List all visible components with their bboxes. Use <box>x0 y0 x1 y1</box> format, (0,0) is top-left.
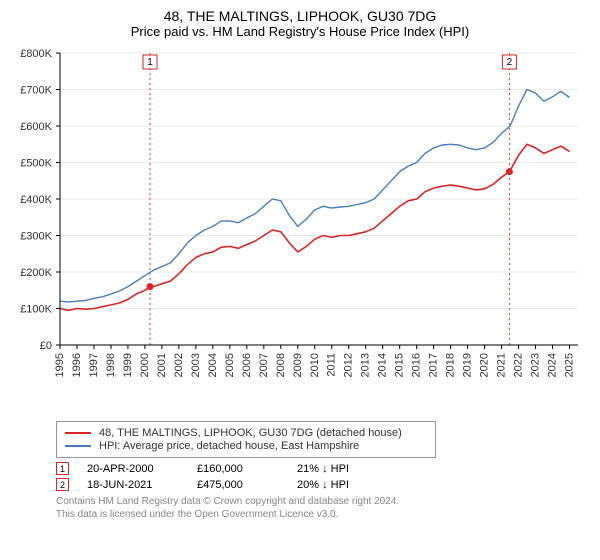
svg-text:1996: 1996 <box>71 353 83 377</box>
legend: 48, THE MALTINGS, LIPHOOK, GU30 7DG (det… <box>56 421 436 458</box>
svg-text:2019: 2019 <box>462 353 474 377</box>
page-title: 48, THE MALTINGS, LIPHOOK, GU30 7DG <box>12 8 588 24</box>
svg-text:2015: 2015 <box>394 353 406 377</box>
sale-delta: 21% ↓ HPI <box>297 463 407 475</box>
sale-marker: 1 <box>56 462 69 475</box>
sale-price: £475,000 <box>197 479 297 491</box>
svg-text:£600K: £600K <box>20 121 52 133</box>
legend-swatch <box>65 445 91 447</box>
svg-text:£800K: £800K <box>20 48 52 60</box>
sale-row: 1 20-APR-2000£160,00021% ↓ HPI <box>56 462 588 475</box>
svg-text:£0: £0 <box>40 340 52 352</box>
svg-text:2017: 2017 <box>428 353 440 377</box>
svg-text:2: 2 <box>507 57 513 68</box>
svg-text:2018: 2018 <box>445 353 457 377</box>
sale-date: 18-JUN-2021 <box>87 479 197 491</box>
svg-text:2007: 2007 <box>258 353 270 377</box>
sale-date: 20-APR-2000 <box>87 463 197 475</box>
svg-text:2013: 2013 <box>360 353 372 377</box>
svg-text:1: 1 <box>147 57 153 68</box>
svg-text:£400K: £400K <box>20 194 52 206</box>
chart: £0 £100K £200K £300K £400K £500K £600K £700K £80… <box>12 45 588 415</box>
legend-swatch <box>65 432 91 434</box>
svg-text:2003: 2003 <box>190 353 202 377</box>
svg-text:2009: 2009 <box>292 353 304 377</box>
svg-text:2025: 2025 <box>564 353 576 377</box>
svg-text:2005: 2005 <box>224 353 236 377</box>
svg-text:1999: 1999 <box>122 353 134 377</box>
svg-text:2010: 2010 <box>309 353 321 377</box>
svg-text:£200K: £200K <box>20 267 52 279</box>
page-subtitle: Price paid vs. HM Land Registry's House … <box>12 24 588 39</box>
chart-svg: £0 £100K £200K £300K £400K £500K £600K £700K £80… <box>12 45 588 415</box>
svg-text:2014: 2014 <box>377 353 389 377</box>
svg-text:1997: 1997 <box>88 353 100 377</box>
svg-text:£700K: £700K <box>20 85 52 97</box>
svg-text:2004: 2004 <box>207 353 219 377</box>
svg-text:2001: 2001 <box>156 353 168 377</box>
footer-line-2: This data is licensed under the Open Gov… <box>56 508 588 521</box>
svg-text:£300K: £300K <box>20 231 52 243</box>
sales-table: 1 20-APR-2000£160,00021% ↓ HPI 2 18-JUN-202… <box>56 462 588 491</box>
legend-item: HPI: Average price, detached house, East… <box>65 440 427 452</box>
svg-text:2011: 2011 <box>326 353 338 377</box>
svg-text:2016: 2016 <box>411 353 423 377</box>
svg-text:2002: 2002 <box>173 353 185 377</box>
svg-text:2000: 2000 <box>139 353 151 377</box>
svg-text:2022: 2022 <box>513 353 525 377</box>
sale-price: £160,000 <box>197 463 297 475</box>
sale-marker: 2 <box>56 478 69 491</box>
svg-text:2024: 2024 <box>547 353 559 377</box>
svg-text:£500K: £500K <box>20 158 52 170</box>
svg-text:1998: 1998 <box>105 353 117 377</box>
svg-text:£100K: £100K <box>20 304 52 316</box>
sale-delta: 20% ↓ HPI <box>297 479 407 491</box>
legend-label: 48, THE MALTINGS, LIPHOOK, GU30 7DG (det… <box>99 427 402 439</box>
footer: Contains HM Land Registry data © Crown c… <box>56 495 588 521</box>
legend-label: HPI: Average price, detached house, East… <box>99 440 359 452</box>
svg-text:2012: 2012 <box>343 353 355 377</box>
svg-text:2020: 2020 <box>479 353 491 377</box>
svg-text:2023: 2023 <box>530 353 542 377</box>
sale-row: 2 18-JUN-2021£475,00020% ↓ HPI <box>56 478 588 491</box>
svg-text:2021: 2021 <box>496 353 508 377</box>
svg-text:2008: 2008 <box>275 353 287 377</box>
legend-item: 48, THE MALTINGS, LIPHOOK, GU30 7DG (det… <box>65 427 427 439</box>
svg-text:2006: 2006 <box>241 353 253 377</box>
footer-line-1: Contains HM Land Registry data © Crown c… <box>56 495 588 508</box>
svg-text:1995: 1995 <box>54 353 66 377</box>
